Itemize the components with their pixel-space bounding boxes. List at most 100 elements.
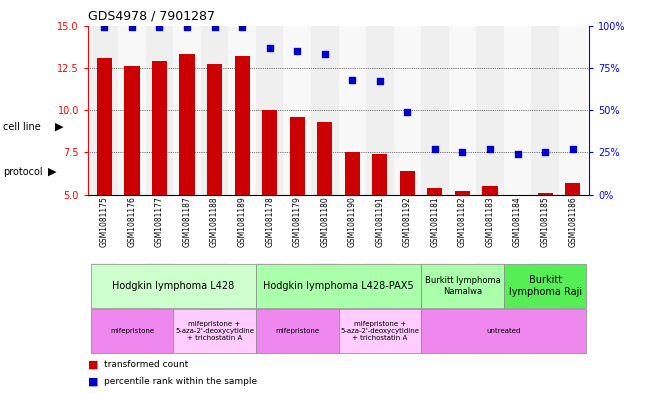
Bar xyxy=(173,309,201,354)
Point xyxy=(402,108,413,115)
Bar xyxy=(504,264,587,308)
Bar xyxy=(180,54,195,195)
Bar xyxy=(256,26,283,195)
Bar xyxy=(118,263,146,309)
Bar xyxy=(394,26,421,195)
Text: mifepristone +
5-aza-2'-deoxycytidine
+ trichostatin A: mifepristone + 5-aza-2'-deoxycytidine + … xyxy=(175,321,254,341)
Point xyxy=(347,77,357,83)
Point xyxy=(568,146,578,152)
Bar xyxy=(531,309,559,354)
Point xyxy=(320,51,330,57)
Bar xyxy=(559,309,587,354)
Bar xyxy=(421,264,504,308)
Bar xyxy=(234,56,250,195)
Bar xyxy=(339,309,421,353)
Bar xyxy=(256,309,339,353)
Bar xyxy=(531,263,559,309)
Bar xyxy=(339,26,366,195)
Bar xyxy=(394,263,421,309)
Bar xyxy=(394,309,421,354)
Point xyxy=(457,149,467,155)
Bar xyxy=(90,309,118,354)
Bar xyxy=(229,309,256,354)
Point xyxy=(430,146,440,152)
Bar xyxy=(477,26,504,195)
Text: cell line: cell line xyxy=(3,122,41,132)
Bar xyxy=(256,309,283,354)
Point xyxy=(374,78,385,84)
Bar xyxy=(311,263,339,309)
Bar xyxy=(449,309,477,354)
Bar xyxy=(124,66,139,195)
Bar xyxy=(400,171,415,195)
Bar xyxy=(538,193,553,195)
Bar xyxy=(317,122,332,195)
Bar xyxy=(421,309,449,354)
Text: mifepristone: mifepristone xyxy=(110,328,154,334)
Bar xyxy=(421,263,449,309)
Bar xyxy=(449,263,477,309)
Bar xyxy=(482,186,497,195)
Bar xyxy=(531,26,559,195)
Bar xyxy=(201,26,229,195)
Text: Burkitt
lymphoma Raji: Burkitt lymphoma Raji xyxy=(508,275,581,297)
Bar xyxy=(290,117,305,195)
Text: GDS4978 / 7901287: GDS4978 / 7901287 xyxy=(88,10,215,23)
Text: protocol: protocol xyxy=(3,167,43,177)
Bar xyxy=(173,309,256,353)
Bar xyxy=(262,110,277,195)
Bar xyxy=(559,263,587,309)
Text: ■: ■ xyxy=(88,360,102,370)
Point xyxy=(99,24,109,30)
Bar xyxy=(229,263,256,309)
Bar xyxy=(283,26,311,195)
Bar xyxy=(146,263,173,309)
Bar xyxy=(97,58,112,195)
Point xyxy=(182,24,192,30)
Bar xyxy=(366,309,394,354)
Point xyxy=(512,151,523,157)
Point xyxy=(127,24,137,30)
Text: Burkitt lymphoma
Namalwa: Burkitt lymphoma Namalwa xyxy=(424,276,501,296)
Text: ▶: ▶ xyxy=(48,167,56,177)
Point xyxy=(264,44,275,51)
Bar xyxy=(565,183,580,195)
Bar xyxy=(449,26,477,195)
Bar xyxy=(146,26,173,195)
Point xyxy=(292,48,303,54)
Bar xyxy=(366,263,394,309)
Bar xyxy=(118,26,146,195)
Bar xyxy=(118,309,146,354)
Bar xyxy=(90,309,173,353)
Point xyxy=(154,24,165,30)
Point xyxy=(485,146,495,152)
Bar xyxy=(477,263,504,309)
Bar xyxy=(339,263,366,309)
Bar xyxy=(283,263,311,309)
Bar xyxy=(207,64,222,195)
Point xyxy=(540,149,550,155)
Bar xyxy=(504,26,531,195)
Bar xyxy=(90,263,118,309)
Text: untreated: untreated xyxy=(486,328,521,334)
Bar xyxy=(256,264,421,308)
Bar xyxy=(339,309,366,354)
Bar xyxy=(455,191,470,195)
Bar xyxy=(90,26,118,195)
Bar xyxy=(421,309,587,353)
Bar xyxy=(146,309,173,354)
Text: percentile rank within the sample: percentile rank within the sample xyxy=(104,378,257,386)
Bar xyxy=(173,263,201,309)
Text: transformed count: transformed count xyxy=(104,360,188,369)
Bar xyxy=(477,309,504,354)
Bar xyxy=(311,26,339,195)
Bar xyxy=(90,264,256,308)
Bar xyxy=(201,263,229,309)
Point xyxy=(237,24,247,30)
Bar xyxy=(201,309,229,354)
Text: mifepristone: mifepristone xyxy=(275,328,319,334)
Bar xyxy=(283,309,311,354)
Text: ▶: ▶ xyxy=(55,122,64,132)
Bar xyxy=(229,26,256,195)
Bar xyxy=(152,61,167,195)
